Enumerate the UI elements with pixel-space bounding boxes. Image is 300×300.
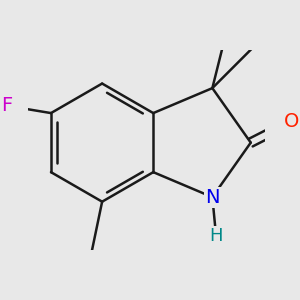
Text: N: N <box>205 188 220 207</box>
Text: H: H <box>209 226 223 244</box>
Text: O: O <box>284 112 299 131</box>
Text: F: F <box>1 96 12 115</box>
